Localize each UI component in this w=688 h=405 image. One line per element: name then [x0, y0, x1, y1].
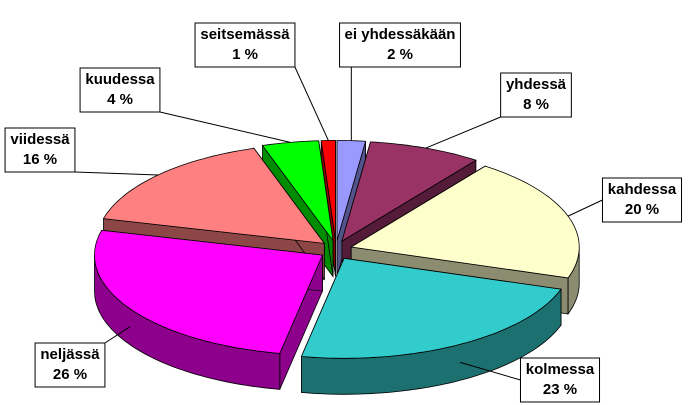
label-value: 4 % [107, 91, 133, 108]
data-label: neljässä 26 % [34, 326, 131, 388]
slice [94, 229, 324, 390]
data-label: ei yhdessäkään 2 % [339, 22, 461, 141]
label-box [79, 67, 161, 113]
label-name: kolmessa [526, 361, 595, 378]
label-name: seitsemässä [200, 26, 290, 43]
label-box [4, 127, 76, 173]
slice-top [94, 229, 324, 354]
label-box [519, 357, 601, 403]
leader-line [104, 326, 131, 344]
label-name: neljässä [40, 346, 100, 363]
data-label: kahdessa 20 % [567, 177, 683, 223]
data-label: kolmessa 23 % [460, 357, 601, 403]
data-label: viidessä 16 % [4, 127, 159, 176]
leader-line [294, 66, 329, 141]
label-name: kuudessa [85, 71, 155, 88]
label-value: 20 % [625, 201, 659, 218]
slice [300, 257, 562, 395]
label-name: yhdessä [506, 76, 567, 93]
label-value: 16 % [23, 151, 57, 168]
leader-line [567, 199, 603, 217]
leader-line [159, 111, 291, 143]
label-box [34, 342, 106, 388]
label-value: 23 % [543, 381, 577, 398]
label-box [601, 177, 683, 223]
label-value: 2 % [387, 46, 413, 63]
label-value: 26 % [53, 366, 87, 383]
leader-line [74, 171, 159, 176]
leader-line [460, 361, 521, 381]
slice-top [102, 147, 326, 244]
data-label: seitsemässä 1 % [194, 22, 329, 141]
data-label: kuudessa 4 % [79, 67, 291, 143]
slice-top [350, 165, 580, 279]
label-box [339, 22, 461, 68]
label-name: viidessä [10, 131, 70, 148]
label-name: kahdessa [608, 181, 677, 198]
slice-top [300, 257, 562, 359]
leader-line [425, 116, 501, 149]
data-label: yhdessä 8 % [425, 72, 572, 149]
label-name: ei yhdessäkään [345, 26, 456, 43]
label-box [500, 72, 572, 118]
label-value: 8 % [523, 96, 549, 113]
label-value: 1 % [232, 46, 258, 63]
label-box [194, 22, 296, 68]
